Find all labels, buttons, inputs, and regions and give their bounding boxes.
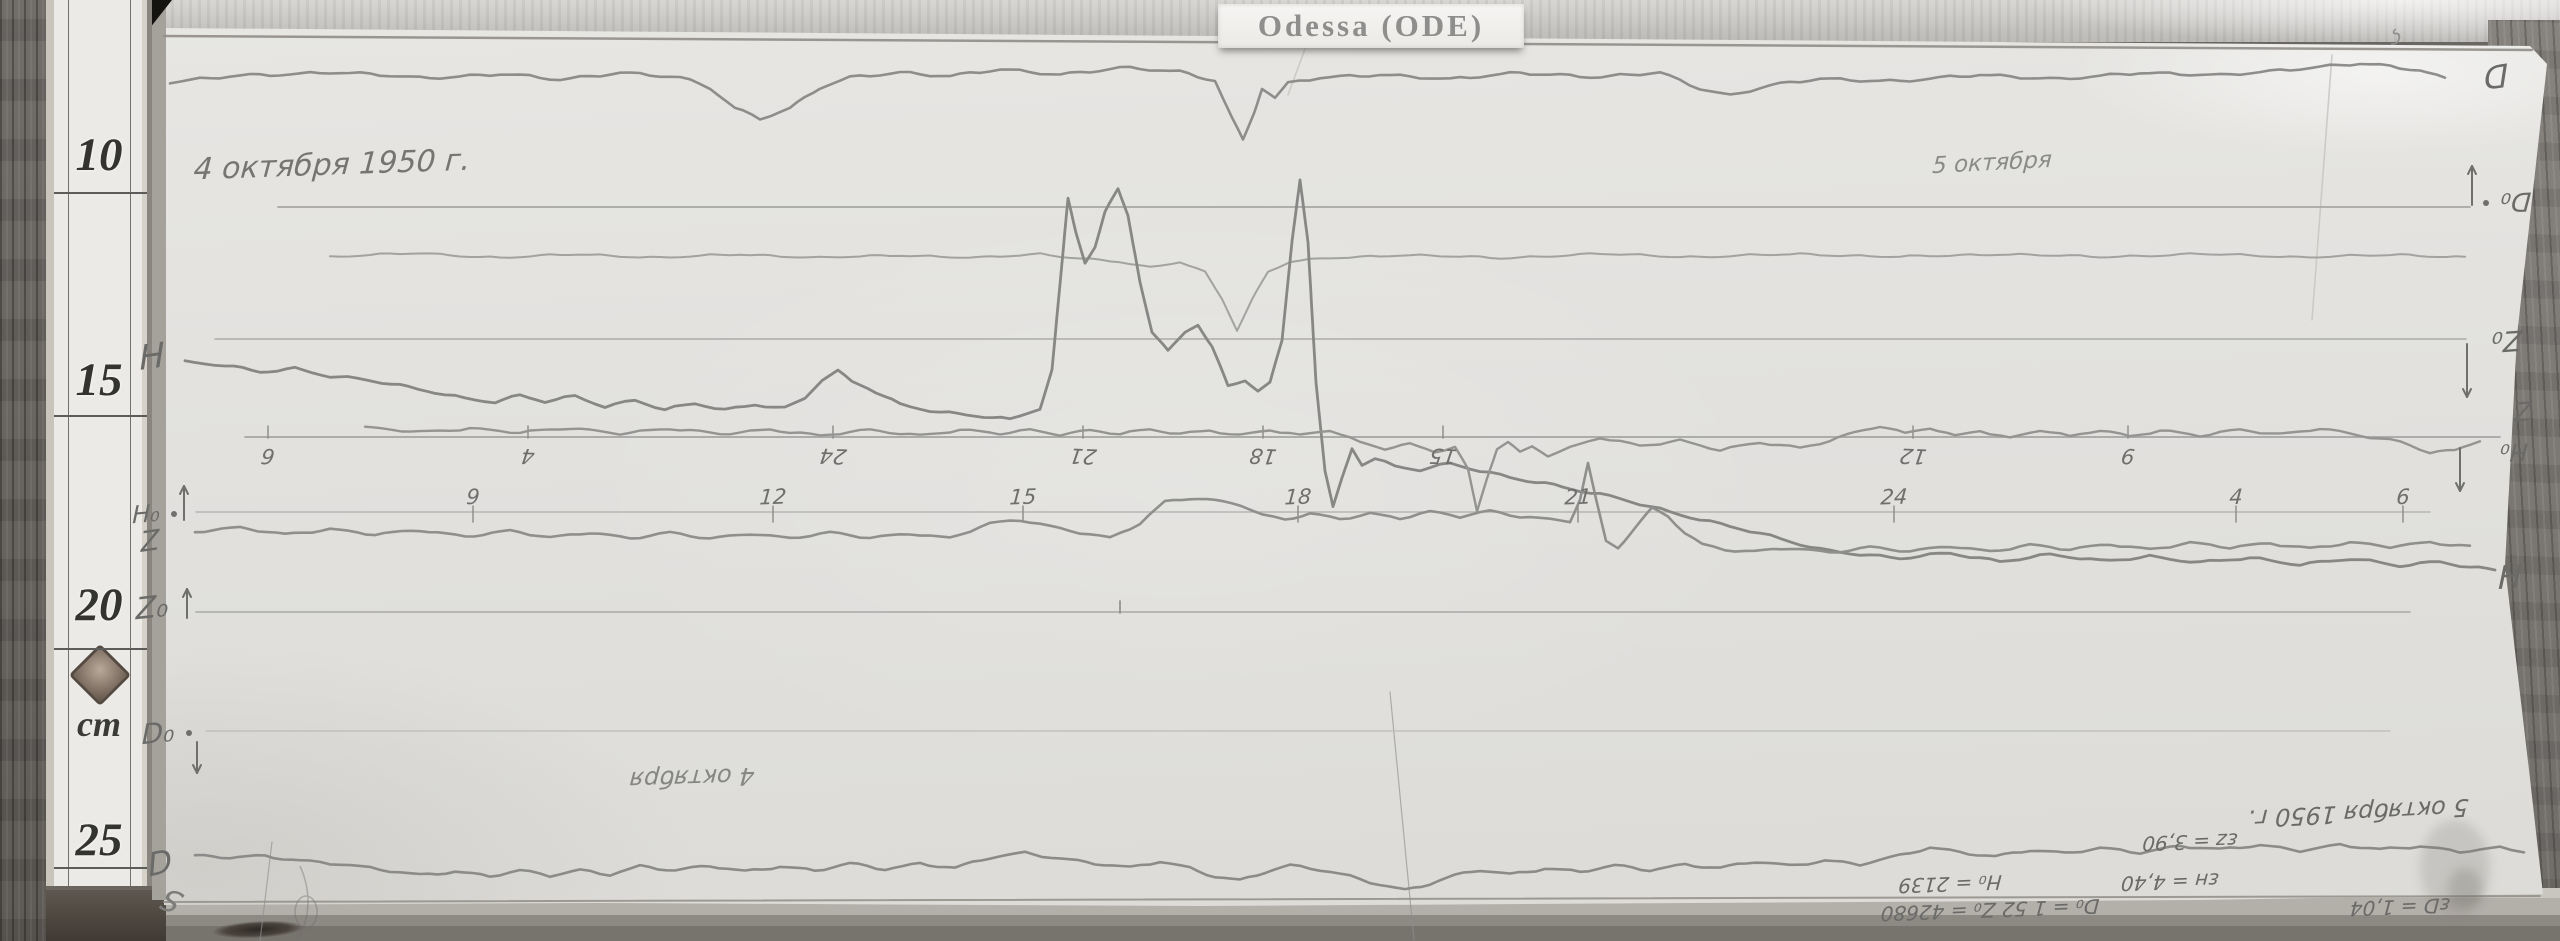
ruler-division-line	[54, 415, 147, 417]
ruler-inner-line	[130, 0, 131, 886]
label-z0-left: Z₀	[135, 588, 169, 628]
label-h-right: H	[2497, 556, 2523, 598]
label-curl-mark: ς	[2389, 26, 2403, 54]
hours-oct4-label-12: 12	[758, 484, 788, 510]
annotation-eps-z: εz = 3,90	[2141, 828, 2239, 856]
label-z-right-rotated: Z	[2514, 393, 2532, 427]
hours-oct5-label-21: 21	[1067, 443, 1099, 469]
ruler-paper-gap	[152, 0, 166, 900]
hours-oct5-label-12: 12	[1897, 443, 1929, 469]
label-d0-left: D₀	[141, 714, 175, 752]
annotation-h0-value: H₀ = 2139	[1897, 870, 2003, 898]
label-z0-right-rotated: Z₀	[2491, 323, 2523, 359]
hours-oct4-label-18: 18	[1283, 484, 1313, 510]
annotation-eps-h: εн = 4,40	[2120, 868, 2220, 896]
label-h-left: H	[138, 335, 166, 379]
hours-oct4-label-15: 15	[1008, 484, 1038, 510]
hours-oct5-label-24: 24	[817, 443, 849, 469]
ruler-diamond-logo	[68, 643, 132, 707]
ruler-mark-15: 15	[75, 354, 123, 406]
hours-oct4-label-9: 9	[465, 484, 481, 510]
ruler-division-line	[54, 867, 147, 869]
label-d-right-rotated: D	[2483, 55, 2509, 97]
station-name-label: Odessa (ODE)	[1218, 4, 1524, 48]
ruler-mark-25: 25	[75, 814, 123, 866]
annotation-date-oct4-rotated: 4 октября	[628, 761, 756, 795]
hours-oct4-label-4: 4	[2228, 484, 2244, 510]
hours-oct4-label-6: 6	[2395, 484, 2411, 510]
label-h0-right-rotated: H₀	[2499, 437, 2529, 467]
ruler-mark-10: 10	[75, 129, 123, 181]
scale-ruler: cm 10 15 20 25	[46, 0, 152, 890]
ruler-division-line	[54, 192, 147, 194]
hours-oct4-label-21: 21	[1563, 484, 1593, 510]
ruler-mark-20: 20	[75, 579, 123, 631]
label-d0-right-rotated: D₀	[2499, 185, 2533, 217]
ruler-division-line	[54, 648, 147, 650]
hours-oct4-label-24: 24	[1879, 484, 1909, 510]
label-d-left: D	[145, 841, 175, 885]
left-wood-edge	[0, 0, 46, 941]
ruler-unit-label: cm	[77, 704, 121, 744]
label-z-left: Z	[139, 523, 161, 559]
ruler-inner-line	[68, 0, 69, 886]
bottom-left-wood-block	[46, 890, 166, 941]
annotation-eps-d: εD = 1,04	[2349, 893, 2451, 921]
paper-smudge-small	[2448, 868, 2482, 908]
hours-oct5-label-15: 15	[1427, 443, 1459, 469]
hours-oct5-label-18: 18	[1247, 443, 1279, 469]
